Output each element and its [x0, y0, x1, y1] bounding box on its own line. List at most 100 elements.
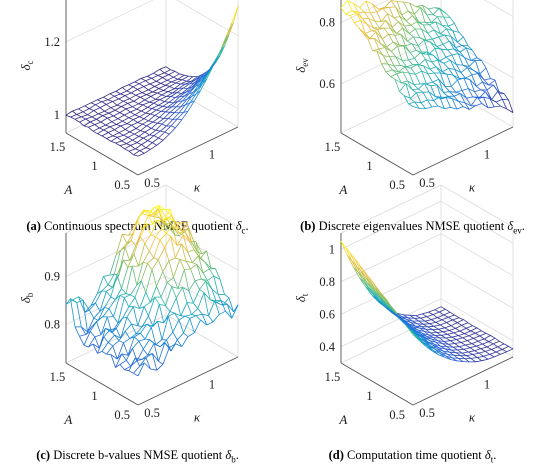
box-edge: [65, 184, 167, 234]
mesh-line: [405, 83, 413, 90]
mesh-line: [170, 222, 176, 236]
mesh-line: [150, 109, 157, 115]
mesh-line: [502, 98, 509, 101]
mesh-line: [224, 34, 230, 47]
mesh-line: [364, 11, 371, 14]
mesh-line: [152, 117, 160, 123]
mesh-line: [340, 0, 348, 9]
mesh-line: [154, 111, 162, 116]
mesh-line: [389, 56, 395, 67]
mesh-line: [390, 310, 396, 315]
mesh-line: [481, 60, 487, 69]
mesh-line: [168, 101, 174, 104]
mesh-line: [433, 29, 441, 35]
mesh-line: [189, 82, 195, 85]
mesh-line: [150, 144, 158, 150]
axis-line: [412, 356, 514, 406]
mesh-line: [126, 119, 134, 125]
mesh-line: [131, 323, 137, 335]
mesh-line: [437, 314, 444, 319]
mesh-line: [139, 83, 145, 87]
mesh-line: [390, 76, 396, 80]
mesh-line: [115, 328, 122, 339]
mesh-line: [133, 372, 139, 377]
mesh-line: [170, 236, 176, 259]
caption-c: (c) Discrete b-values NMSE quotient δb.: [36, 448, 239, 465]
y-axis-label: κ: [469, 409, 476, 424]
mesh-line: [99, 127, 104, 131]
mesh-line: [508, 99, 514, 113]
mesh-line: [143, 86, 149, 91]
mesh-line: [399, 16, 405, 27]
mesh-line: [181, 91, 187, 94]
mesh-line: [134, 78, 142, 83]
mesh-line: [418, 88, 424, 93]
mesh-line: [153, 99, 161, 104]
mesh-line: [172, 112, 180, 120]
mesh-line: [150, 368, 157, 371]
mesh-line: [381, 38, 388, 48]
mesh-line: [387, 302, 393, 309]
mesh-line: [88, 124, 95, 128]
mesh-line: [145, 108, 153, 114]
mesh-line: [120, 316, 128, 339]
mesh-line: [134, 81, 140, 85]
mesh-line: [85, 116, 93, 120]
mesh-line: [79, 336, 85, 346]
mesh-line: [452, 357, 459, 359]
mesh-line: [107, 115, 114, 119]
mesh-line: [97, 133, 103, 137]
mesh-line: [427, 73, 433, 83]
mesh-line: [78, 296, 84, 301]
mesh-line: [184, 231, 190, 242]
mesh-line: [457, 322, 463, 326]
mesh-line: [161, 91, 169, 96]
mesh-line: [211, 288, 219, 295]
mesh-line: [118, 340, 124, 344]
mesh-line: [157, 118, 165, 124]
mesh-line: [120, 90, 127, 95]
mesh-line: [430, 345, 436, 350]
mesh-line: [108, 109, 116, 114]
mesh-line: [355, 265, 363, 278]
mesh-line: [445, 308, 451, 313]
mesh-line: [134, 336, 140, 342]
mesh-line: [432, 7, 440, 15]
mesh-line: [140, 125, 148, 132]
mesh-line: [440, 49, 447, 58]
mesh-line: [79, 121, 85, 127]
mesh-line: [415, 332, 421, 339]
mesh-line: [357, 271, 363, 278]
mesh-line: [477, 340, 483, 345]
mesh-line: [131, 122, 138, 126]
mesh-line: [168, 118, 173, 120]
mesh-line: [481, 330, 487, 334]
mesh-line: [414, 317, 420, 322]
mesh-line: [446, 28, 453, 32]
mesh-line: [191, 314, 197, 316]
mesh-line: [158, 101, 165, 106]
mesh-line: [152, 321, 158, 327]
mesh-line: [150, 327, 157, 345]
mesh-line: [435, 342, 441, 347]
mesh-line: [409, 326, 415, 331]
mesh-line: [428, 309, 435, 313]
mesh-line: [477, 355, 484, 358]
mesh-line: [114, 288, 122, 300]
mesh-line: [121, 106, 127, 110]
mesh-line: [151, 108, 157, 111]
mesh-line: [180, 104, 186, 108]
mesh-line: [121, 136, 129, 142]
mesh-line: [171, 78, 178, 83]
mesh-line: [215, 55, 221, 64]
mesh-line: [100, 328, 106, 335]
mesh-line: [423, 65, 430, 70]
mesh-line: [95, 104, 101, 108]
mesh-line: [393, 65, 401, 67]
mesh-line: [397, 313, 403, 318]
mesh-line: [159, 304, 166, 306]
z-axis-label: δb: [18, 292, 35, 303]
mesh-line: [182, 287, 188, 303]
mesh-line: [458, 317, 464, 320]
mesh-line: [434, 309, 440, 313]
